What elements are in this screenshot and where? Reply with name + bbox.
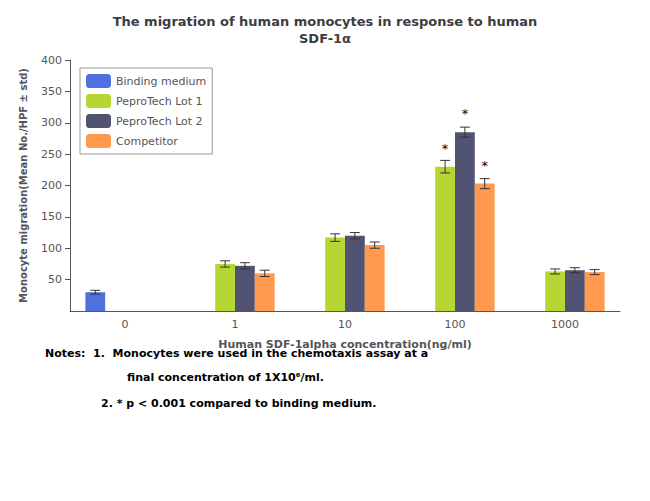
svg-text:100: 100 bbox=[445, 318, 466, 331]
svg-text:*: * bbox=[481, 158, 488, 173]
svg-text:100: 100 bbox=[41, 242, 62, 255]
svg-text:PeproTech Lot 2: PeproTech Lot 2 bbox=[116, 115, 203, 128]
svg-text:Notes: 1. Monocytes were used: Notes: 1. Monocytes were used in the che… bbox=[45, 347, 429, 360]
svg-text:Human SDF-1alpha concentration: Human SDF-1alpha concentration(ng/ml) bbox=[218, 338, 471, 351]
svg-text:400: 400 bbox=[41, 54, 62, 67]
svg-text:Monocyte migration(Mean No./HP: Monocyte migration(Mean No./HPF ± std) bbox=[18, 68, 29, 303]
svg-text:0: 0 bbox=[122, 318, 129, 331]
svg-text:final concentration of 1X10⁶/m: final concentration of 1X10⁶/ml. bbox=[127, 371, 324, 384]
svg-text:1: 1 bbox=[232, 318, 239, 331]
svg-text:250: 250 bbox=[41, 148, 62, 161]
svg-text:2. * p < 0.001 compared to bin: 2. * p < 0.001 compared to binding mediu… bbox=[101, 397, 376, 410]
svg-text:Binding medium: Binding medium bbox=[116, 75, 206, 88]
svg-text:SDF-1α: SDF-1α bbox=[299, 31, 351, 46]
svg-text:The migration of human monocyt: The migration of human monocytes in resp… bbox=[113, 14, 538, 29]
svg-text:350: 350 bbox=[41, 85, 62, 98]
svg-text:300: 300 bbox=[41, 116, 62, 129]
svg-text:*: * bbox=[442, 141, 449, 156]
svg-text:PeproTech Lot 1: PeproTech Lot 1 bbox=[116, 95, 203, 108]
svg-text:Competitor: Competitor bbox=[116, 135, 178, 148]
svg-text:200: 200 bbox=[41, 179, 62, 192]
svg-text:150: 150 bbox=[41, 210, 62, 223]
svg-text:10: 10 bbox=[338, 318, 352, 331]
svg-text:*: * bbox=[462, 106, 469, 121]
svg-text:50: 50 bbox=[48, 273, 62, 286]
svg-text:1000: 1000 bbox=[551, 318, 579, 331]
